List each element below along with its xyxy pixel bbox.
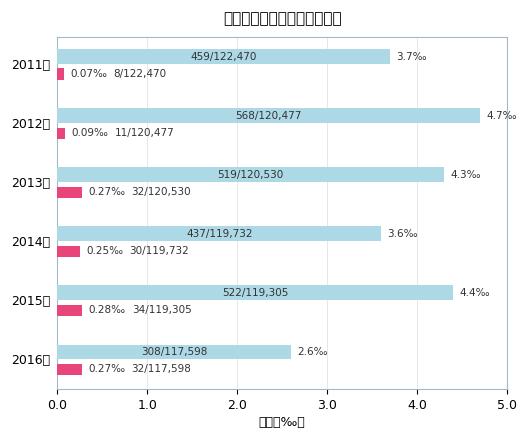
Text: 32/120,530: 32/120,530 [131, 187, 191, 197]
Bar [57, 364, 82, 375]
Title: 入院患者の転倒・転落発生率: 入院患者の転倒・転落発生率 [223, 11, 341, 26]
Text: 8/122,470: 8/122,470 [113, 69, 166, 79]
Text: 0.09‰: 0.09‰ [72, 128, 109, 138]
Bar [57, 286, 453, 301]
Text: 3.7‰: 3.7‰ [396, 51, 427, 62]
Bar [57, 305, 83, 316]
Text: 34/119,305: 34/119,305 [132, 305, 192, 315]
Text: 0.27‰: 0.27‰ [88, 364, 125, 374]
Bar [57, 69, 64, 80]
Text: 568/120,477: 568/120,477 [235, 111, 302, 121]
Text: 4.3‰: 4.3‰ [450, 170, 481, 180]
Bar [57, 128, 65, 139]
Bar [57, 227, 381, 242]
Text: 0.07‰: 0.07‰ [70, 69, 107, 79]
Text: 30/119,732: 30/119,732 [129, 246, 189, 256]
Bar [57, 345, 291, 359]
Text: 519/120,530: 519/120,530 [218, 170, 284, 180]
Bar [57, 167, 444, 182]
X-axis label: 割合（‰）: 割合（‰） [259, 416, 306, 429]
Text: 0.25‰: 0.25‰ [86, 246, 123, 256]
Bar [57, 108, 480, 123]
Text: 522/119,305: 522/119,305 [222, 288, 288, 298]
Bar [57, 187, 82, 198]
Text: 0.28‰: 0.28‰ [89, 305, 126, 315]
Bar [57, 49, 390, 64]
Text: 4.4‰: 4.4‰ [460, 288, 490, 298]
Text: 3.6‰: 3.6‰ [387, 229, 418, 239]
Text: 308/117,598: 308/117,598 [141, 347, 207, 357]
Text: 32/117,598: 32/117,598 [131, 364, 191, 374]
Text: 0.27‰: 0.27‰ [88, 187, 125, 197]
Text: 11/120,477: 11/120,477 [115, 128, 175, 138]
Text: 2.6‰: 2.6‰ [297, 347, 328, 357]
Text: 437/119,732: 437/119,732 [186, 229, 252, 239]
Text: 4.7‰: 4.7‰ [487, 111, 517, 121]
Text: 459/122,470: 459/122,470 [191, 51, 257, 62]
Bar [57, 246, 80, 257]
